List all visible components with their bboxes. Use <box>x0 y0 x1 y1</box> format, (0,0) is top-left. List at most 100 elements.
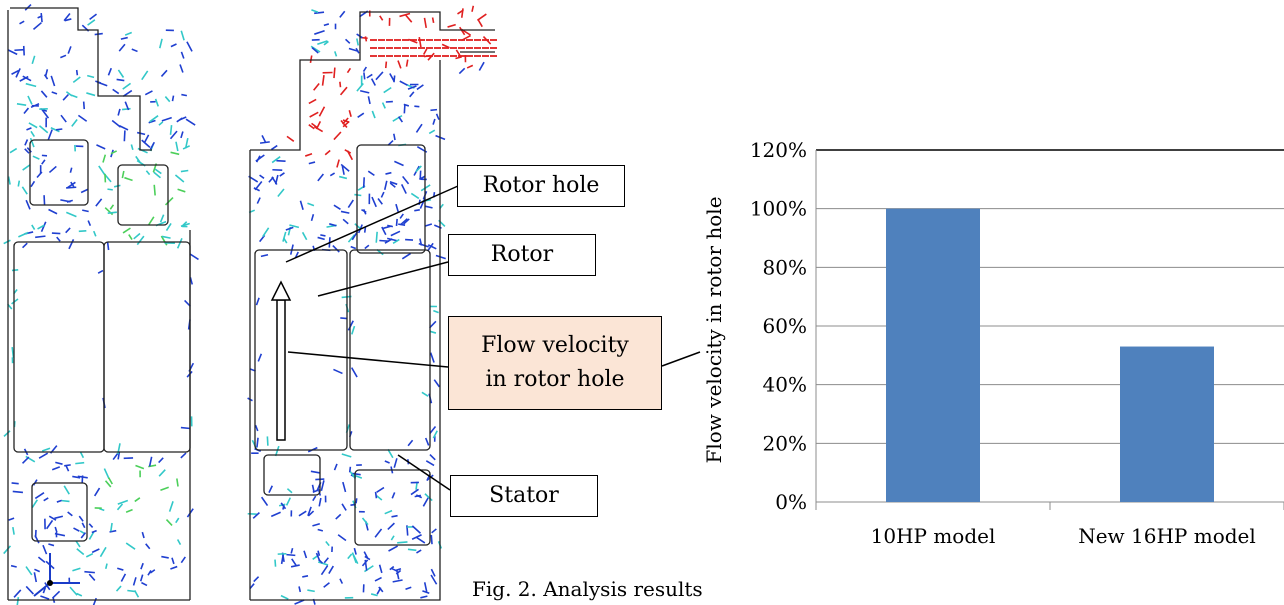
velocity-vector <box>279 172 285 177</box>
x-tick-label: New 16HP model <box>1078 524 1256 548</box>
velocity-vector <box>94 32 103 36</box>
velocity-vector <box>342 120 350 128</box>
velocity-vector <box>124 176 133 182</box>
velocity-vector <box>410 192 420 200</box>
velocity-vector <box>33 572 38 583</box>
velocity-vector <box>447 23 456 28</box>
velocity-vector <box>309 111 319 118</box>
velocity-vector <box>65 227 71 234</box>
velocity-vector <box>377 198 383 205</box>
motor-contour <box>250 11 495 151</box>
velocity-vector <box>313 82 320 91</box>
motor-part-outline <box>29 139 89 206</box>
velocity-vector <box>67 46 72 54</box>
velocity-vector <box>75 461 85 465</box>
velocity-vector <box>169 125 173 135</box>
y-tick-label: 20% <box>763 431 807 455</box>
velocity-vector <box>274 174 279 185</box>
velocity-vector <box>102 154 107 163</box>
velocity-vector <box>314 29 325 35</box>
velocity-vector <box>170 565 178 570</box>
velocity-vector <box>285 226 294 231</box>
velocity-vector <box>289 224 300 229</box>
velocity-vector <box>429 352 435 363</box>
velocity-vector <box>307 202 315 207</box>
velocity-vector <box>395 203 400 213</box>
velocity-vector <box>407 85 417 90</box>
velocity-vector <box>26 127 32 131</box>
velocity-vector <box>457 9 464 15</box>
velocity-vector <box>312 523 321 527</box>
velocity-vector <box>366 73 373 79</box>
velocity-vector <box>421 391 429 397</box>
velocity-vector <box>291 558 298 567</box>
velocity-vector <box>189 277 193 285</box>
velocity-vector <box>50 75 56 87</box>
velocity-vector <box>38 125 49 134</box>
velocity-vector <box>390 230 401 237</box>
velocity-vector <box>324 149 331 156</box>
velocity-vector <box>471 5 475 12</box>
velocity-vector <box>17 180 21 187</box>
velocity-vector <box>317 173 325 182</box>
velocity-vector <box>395 218 398 226</box>
velocity-vector <box>116 78 125 82</box>
velocity-vector <box>25 566 33 576</box>
velocity-vector-field <box>3 3 497 605</box>
velocity-vector <box>65 91 73 97</box>
velocity-vector <box>181 93 188 97</box>
velocity-vector <box>389 182 396 188</box>
velocity-vector <box>384 61 388 69</box>
velocity-vector <box>72 567 81 572</box>
callout-flow-line2: in rotor hole <box>485 367 625 392</box>
velocity-vector <box>362 66 368 73</box>
velocity-vector <box>93 487 101 497</box>
velocity-vector <box>153 184 156 196</box>
velocity-vector <box>88 523 94 528</box>
motor-geometry <box>7 7 495 601</box>
velocity-vector <box>429 453 436 461</box>
velocity-vector <box>72 76 81 84</box>
velocity-vector <box>435 254 446 260</box>
velocity-vector <box>19 75 29 82</box>
velocity-vector <box>32 22 42 30</box>
velocity-vector <box>416 536 426 544</box>
velocity-vector <box>89 13 98 20</box>
velocity-vector <box>127 589 135 593</box>
velocity-vector <box>180 169 189 173</box>
velocity-vector <box>88 531 95 540</box>
velocity-vector <box>387 448 394 459</box>
velocity-vector <box>320 234 326 237</box>
velocity-vector <box>382 225 392 230</box>
velocity-vector <box>314 11 325 15</box>
velocity-vector <box>323 23 330 27</box>
velocity-vector <box>422 590 430 594</box>
velocity-vector <box>393 458 398 468</box>
velocity-vector <box>175 517 180 524</box>
figure-caption: Fig. 2. Analysis results <box>472 577 703 601</box>
motor-part-outline <box>31 482 88 542</box>
velocity-vector <box>66 211 77 218</box>
velocity-vector <box>117 499 129 505</box>
velocity-vector <box>98 165 106 176</box>
velocity-vector <box>274 559 277 567</box>
velocity-vector <box>431 528 437 534</box>
velocity-vector <box>99 546 107 558</box>
velocity-vector <box>71 119 78 127</box>
velocity-vector <box>430 535 433 545</box>
velocity-vector <box>399 213 404 219</box>
velocity-vector <box>12 490 24 494</box>
velocity-vector <box>347 553 353 560</box>
velocity-vector <box>422 496 430 507</box>
velocity-vector <box>363 72 366 80</box>
velocity-vector <box>348 110 352 117</box>
velocity-vector <box>179 64 184 73</box>
velocity-vector <box>50 127 60 133</box>
velocity-vector <box>374 528 383 538</box>
velocity-vector <box>11 482 19 485</box>
velocity-vector <box>3 545 12 555</box>
velocity-vector <box>62 93 69 101</box>
velocity-vector <box>91 548 100 554</box>
velocity-vector <box>154 98 159 107</box>
velocity-vector <box>321 75 325 86</box>
